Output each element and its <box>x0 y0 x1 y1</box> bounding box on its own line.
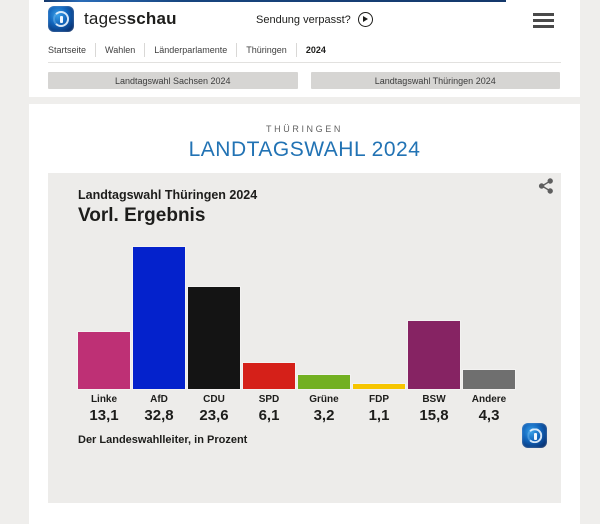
bar-column-linke: Linke 13,1 <box>78 245 130 424</box>
breadcrumb-item-wahlen[interactable]: Wahlen <box>96 43 146 57</box>
party-label: AfD <box>150 394 168 405</box>
bar-column-andere: Andere 4,3 <box>463 245 515 424</box>
bar-track <box>133 245 185 389</box>
breadcrumb-item-2024[interactable]: 2024 <box>305 45 326 55</box>
party-value: 13,1 <box>89 407 119 424</box>
bar-track <box>78 245 130 389</box>
election-switch-row: Landtagswahl Sachsen 2024 Landtagswahl T… <box>48 72 560 89</box>
page-kicker: THÜRINGEN <box>266 124 343 134</box>
bar-track <box>353 245 405 389</box>
bar-plot: Linke 13,1 AfD 32,8 CDU 23,6 SPD 6,1 Grüne 3,2 FDP… <box>78 245 561 424</box>
party-value: 3,2 <box>313 407 335 424</box>
brand-wordmark-regular: tages <box>84 9 127 28</box>
brand-wordmark-bold: schau <box>126 9 177 28</box>
breadcrumb-item-startseite[interactable]: Startseite <box>48 43 97 57</box>
bar-cdu <box>188 287 240 389</box>
tagesschau-globe-logo[interactable] <box>48 6 74 32</box>
bar-spd <box>243 363 295 389</box>
bar-column-bsw: BSW 15,8 <box>408 245 460 424</box>
bar-track <box>408 245 460 389</box>
party-value: 6,1 <box>258 407 280 424</box>
button-landtagswahl-thueringen[interactable]: Landtagswahl Thüringen 2024 <box>310 72 560 89</box>
chart-title: Landtagswahl Thüringen 2024 <box>78 188 258 202</box>
breadcrumb-item-thüringen[interactable]: Thüringen <box>237 43 297 57</box>
party-value: 32,8 <box>144 407 174 424</box>
bar-track <box>298 245 350 389</box>
bar-track <box>243 245 295 389</box>
party-label: BSW <box>422 394 446 405</box>
bar-track <box>463 245 515 389</box>
bar-bsw <box>408 321 460 389</box>
bar-column-afd: AfD 32,8 <box>133 245 185 424</box>
hamburger-menu-icon[interactable] <box>533 13 554 31</box>
sendung-verpasst-label: Sendung verpasst? <box>256 13 351 26</box>
tagesschau-watermark-logo <box>522 423 547 448</box>
breadcrumb: Startseite Wahlen Länderparlamente Thüringe… <box>48 38 561 63</box>
bar-afd <box>133 247 185 389</box>
sendung-verpasst-link[interactable]: Sendung verpasst? <box>256 12 373 27</box>
bar-andere <box>463 370 515 389</box>
button-landtagswahl-sachsen[interactable]: Landtagswahl Sachsen 2024 <box>48 72 298 89</box>
party-label: Andere <box>471 394 507 405</box>
brand-wordmark[interactable]: tagesschau <box>84 9 177 29</box>
party-value: 23,6 <box>199 407 229 424</box>
party-value: 15,8 <box>419 407 449 424</box>
page-title: LANDTAGSWAHL 2024 <box>188 138 421 161</box>
brand-row: tagesschau Sendung verpasst? <box>29 0 580 38</box>
election-result-chart-card: Landtagswahl Thüringen 2024 Vorl. Ergebn… <box>48 173 561 503</box>
main-content: THÜRINGEN LANDTAGSWAHL 2024 Landtagswahl… <box>29 104 580 524</box>
bar-track <box>188 245 240 389</box>
share-icon[interactable] <box>537 177 555 195</box>
bar-column-cdu: CDU 23,6 <box>188 245 240 424</box>
party-value: 4,3 <box>478 407 500 424</box>
play-circle-icon[interactable] <box>357 12 373 27</box>
bar-column-fdp: FDP 1,1 <box>353 245 405 424</box>
chart-source-note: Der Landeswahlleiter, in Prozent <box>78 434 248 446</box>
party-label: SPD <box>258 394 280 405</box>
chart-subtitle: Vorl. Ergebnis <box>78 205 206 226</box>
party-label: FDP <box>369 394 389 405</box>
breadcrumb-item-länderparlamente[interactable]: Länderparlamente <box>145 43 238 57</box>
bar-grüne <box>298 375 350 389</box>
bar-linke <box>78 332 130 389</box>
bar-column-spd: SPD 6,1 <box>243 245 295 424</box>
party-label: Linke <box>90 394 118 405</box>
party-value: 1,1 <box>368 407 390 424</box>
site-header: tagesschau Sendung verpasst? Startseite W… <box>29 0 580 97</box>
party-label: CDU <box>203 394 225 405</box>
top-accent-line <box>44 0 506 2</box>
party-label: Grüne <box>309 394 339 405</box>
bar-fdp <box>353 384 405 389</box>
bar-column-grüne: Grüne 3,2 <box>298 245 350 424</box>
